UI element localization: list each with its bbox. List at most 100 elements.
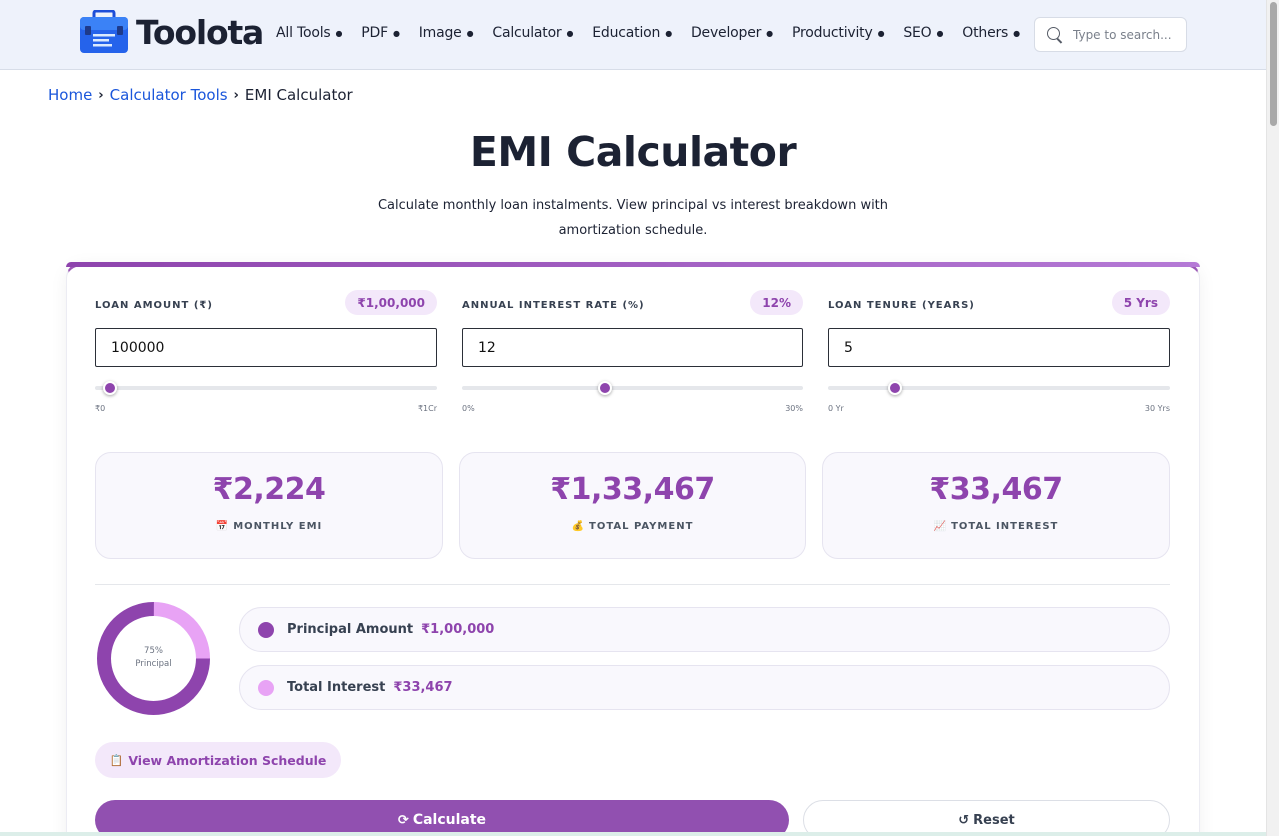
amortization-button-label: View Amortization Schedule: [128, 752, 327, 768]
loan-amount-slider-track[interactable]: [95, 386, 437, 390]
clipboard-icon: 📋: [109, 753, 124, 767]
nav-label: Image: [418, 25, 462, 41]
breadcrumb: Home › Calculator Tools › EMI Calculator: [48, 86, 353, 104]
principal-value: ₹1,00,000: [421, 622, 495, 637]
breadcrumb-category[interactable]: Calculator Tools: [109, 86, 228, 104]
loan-tenure-slider-track[interactable]: [828, 386, 1170, 390]
nav-image[interactable]: Image ●: [419, 25, 474, 41]
field-label: LOAN AMOUNT (₹): [95, 300, 213, 311]
slider-max-label: ₹1Cr: [417, 404, 437, 413]
nav-productivity[interactable]: Productivity ●: [791, 25, 885, 41]
page-subtitle: Calculate monthly loan instalments. View…: [377, 198, 889, 238]
nav-label: PDF: [361, 25, 388, 41]
page-bottom-strip: [0, 832, 1266, 836]
donut-center-label: 75% Principal: [95, 645, 212, 671]
field-label: LOAN TENURE (YEARS): [828, 300, 975, 311]
loan-amount-slider-thumb[interactable]: [103, 381, 118, 395]
chart-up-icon: 📈: [933, 521, 948, 532]
chevron-right-icon: ›: [98, 87, 104, 103]
total-payment-label: 💰 TOTAL PAYMENT: [460, 521, 805, 532]
slider-max-label: 30 Yrs: [1144, 404, 1170, 413]
main-nav: All Tools ● PDF ● Image ● Calculator ● Educa…: [276, 25, 1039, 41]
slider-min-label: 0 Yr: [828, 404, 844, 413]
logo[interactable]: Toolota: [79, 9, 264, 54]
page-scrollbar[interactable]: [1266, 0, 1279, 836]
nav-label: Developer: [690, 25, 762, 41]
total-interest-card: ₹33,467 📈 TOTAL INTEREST: [822, 452, 1170, 559]
monthly-emi-value: ₹2,224: [212, 472, 326, 507]
donut-percent: 75%: [144, 646, 163, 656]
nav-label: Productivity: [791, 25, 873, 41]
nav-others[interactable]: Others ●: [962, 25, 1020, 41]
principal-color-dot: [258, 621, 274, 638]
nav-education[interactable]: Education ●: [592, 25, 672, 41]
interest-rate-input[interactable]: [462, 328, 803, 367]
reset-icon: ↺: [958, 812, 970, 828]
nav-label: SEO: [903, 25, 932, 41]
principal-label: Principal Amount: [287, 622, 414, 637]
loan-tenure-input[interactable]: [828, 328, 1170, 367]
nav-developer[interactable]: Developer ●: [691, 25, 773, 41]
nav-label: Calculator: [492, 25, 562, 41]
nav-all-tools[interactable]: All Tools ●: [276, 25, 342, 41]
section-divider: [95, 584, 1170, 585]
caret-down-icon: ●: [566, 28, 574, 38]
interest-legend-row: Total Interest ₹33,467: [239, 665, 1170, 710]
search-box: [1034, 17, 1187, 52]
breadcrumb-current: EMI Calculator: [244, 86, 353, 104]
refresh-icon: ⟳: [397, 812, 409, 828]
nav-calculator[interactable]: Calculator ●: [492, 25, 573, 41]
total-payment-card: ₹1,33,467 💰 TOTAL PAYMENT: [459, 452, 806, 559]
caret-down-icon: ●: [665, 28, 672, 38]
interest-rate-slider-track[interactable]: [462, 386, 803, 390]
slider-max-label: 30%: [785, 404, 803, 413]
caret-down-icon: ●: [466, 28, 474, 38]
page-title: EMI Calculator: [469, 128, 797, 176]
interest-rate-slider-thumb[interactable]: [597, 381, 612, 395]
nav-pdf[interactable]: PDF ●: [361, 25, 400, 41]
nav-label: Education: [592, 25, 661, 41]
monthly-emi-card: ₹2,224 📅 MONTHLY EMI: [95, 452, 443, 559]
caret-down-icon: ●: [766, 28, 773, 38]
caret-down-icon: ●: [877, 28, 885, 38]
total-payment-value: ₹1,33,467: [550, 472, 715, 507]
total-interest-value: ₹33,467: [929, 472, 1063, 507]
search-icon[interactable]: [1047, 26, 1063, 43]
stat-label-text: MONTHLY EMI: [233, 521, 323, 532]
interest-color-dot: [258, 679, 274, 696]
value-badge: 12%: [750, 290, 803, 315]
nav-label: All Tools: [276, 25, 331, 41]
nav-seo[interactable]: SEO ●: [903, 25, 943, 41]
chevron-right-icon: ›: [233, 87, 239, 103]
card-accent-bar: [66, 262, 1200, 267]
slider-min-label: 0%: [462, 404, 475, 413]
calculate-button[interactable]: ⟳ Calculate: [95, 800, 789, 836]
slider-min-label: ₹0: [95, 404, 106, 413]
caret-down-icon: ●: [392, 28, 400, 38]
interest-value: ₹33,467: [393, 680, 453, 695]
stat-label-text: TOTAL PAYMENT: [589, 521, 694, 532]
site-header: Toolota All Tools ● PDF ● Image ● Calculato…: [0, 0, 1266, 70]
reset-button[interactable]: ↺ Reset: [803, 800, 1170, 836]
scrollbar-thumb[interactable]: [1270, 2, 1277, 126]
view-amortization-button[interactable]: 📋 View Amortization Schedule: [95, 742, 341, 778]
interest-label: Total Interest: [287, 680, 386, 695]
reset-button-label: Reset: [973, 812, 1015, 828]
monthly-emi-label: 📅 MONTHLY EMI: [96, 521, 442, 532]
donut-caption: Principal: [135, 659, 172, 669]
stat-label-text: TOTAL INTEREST: [951, 521, 1059, 532]
loan-tenure-slider-thumb[interactable]: [887, 381, 902, 395]
field-label: ANNUAL INTEREST RATE (%): [462, 300, 645, 311]
caret-down-icon: ●: [936, 28, 944, 38]
breadcrumb-home[interactable]: Home: [48, 86, 93, 104]
value-badge: 5 Yrs: [1111, 290, 1170, 315]
calendar-icon: 📅: [215, 521, 230, 532]
principal-interest-donut: 75% Principal: [95, 600, 212, 717]
principal-legend-row: Principal Amount ₹1,00,000: [239, 607, 1170, 652]
search-input[interactable]: [1073, 27, 1185, 42]
loan-amount-input[interactable]: [95, 328, 437, 367]
toolbox-icon: [79, 9, 129, 54]
money-bag-icon: 💰: [571, 521, 586, 532]
donut-principal-segment: [97, 602, 210, 715]
caret-down-icon: ●: [335, 28, 343, 38]
